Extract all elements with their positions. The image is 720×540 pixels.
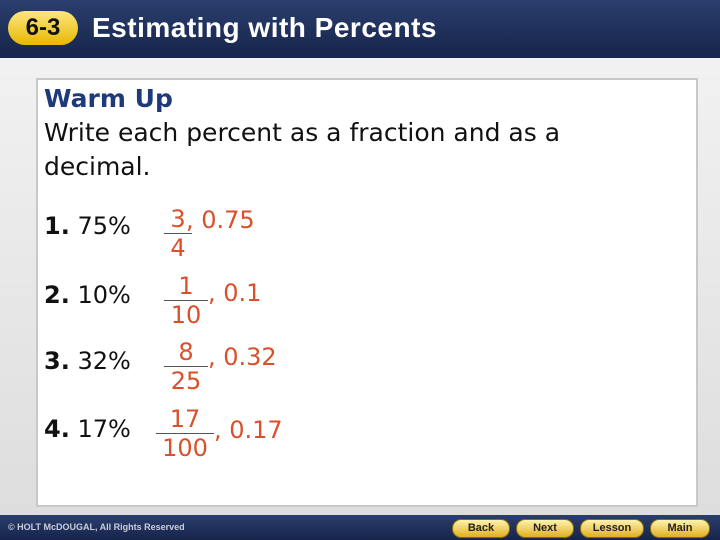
problem: 1. 75% [44, 212, 131, 240]
denominator: 10 [170, 301, 202, 329]
problem-number: 2. [44, 281, 70, 309]
nav-button[interactable]: Next [516, 519, 574, 538]
problem-number: 1. [44, 212, 70, 240]
lesson-badge: 6-3 [8, 11, 78, 45]
percent: 10% [77, 281, 131, 309]
numerator: 8 [164, 338, 208, 367]
percent: 75% [77, 212, 131, 240]
decimal: , 0.32 [208, 343, 277, 371]
instructions: Write each percent as a fraction and as … [44, 118, 561, 181]
fraction: 17 100 [156, 405, 214, 462]
problem-number: 4. [44, 415, 70, 443]
numerator: 1 [164, 272, 208, 301]
decimal: , 0.1 [208, 279, 262, 307]
problem-number: 3. [44, 347, 70, 375]
problem: 2. 10% [44, 281, 131, 309]
fraction: 8 25 [164, 338, 208, 395]
denominator: 100 [162, 434, 208, 462]
content-panel [36, 78, 698, 507]
numerator: 3 [164, 205, 192, 234]
decimal: , 0.75 [186, 206, 255, 234]
nav-button[interactable]: Lesson [580, 519, 644, 538]
numerator: 17 [156, 405, 214, 434]
footer-bar: © HOLT McDOUGAL, All Rights Reserved Bac… [0, 515, 720, 540]
denominator: 25 [170, 367, 202, 395]
nav-button[interactable]: Main [650, 519, 710, 538]
slide-title: Estimating with Percents [92, 12, 437, 43]
percent: 32% [77, 347, 131, 375]
nav-button[interactable]: Back [452, 519, 510, 538]
denominator: 4 [170, 234, 186, 262]
copyright: © HOLT McDOUGAL, All Rights Reserved [8, 522, 185, 532]
problem: 4. 17% [44, 415, 131, 443]
problem: 3. 32% [44, 347, 131, 375]
header-bar: 6-3 Estimating with Percents [0, 0, 720, 58]
percent: 17% [77, 415, 131, 443]
decimal: , 0.17 [214, 416, 283, 444]
heading: Warm Up [44, 84, 173, 113]
fraction: 1 10 [164, 272, 208, 329]
